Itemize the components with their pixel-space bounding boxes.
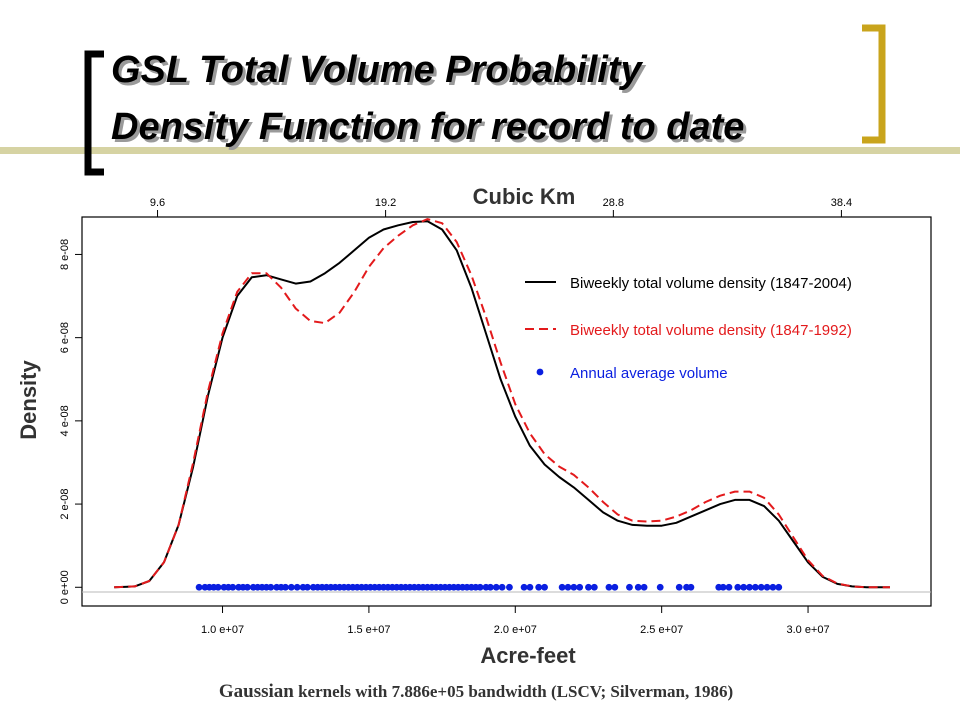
footnote: Gaussian kernels with 7.886e+05 bandwidt… bbox=[219, 681, 733, 702]
annual-average-point bbox=[267, 583, 275, 591]
annual-average-point bbox=[634, 583, 642, 591]
right-bracket bbox=[862, 24, 886, 144]
annual-average-point bbox=[282, 583, 289, 591]
annual-average-point bbox=[740, 583, 748, 591]
top-axis: 9.6 19.2 28.8 38.4 bbox=[150, 197, 852, 218]
left-bracket bbox=[84, 50, 104, 176]
series-layer bbox=[114, 218, 890, 591]
legend-label: Annual average volume bbox=[570, 365, 728, 382]
title-decoration bbox=[0, 24, 960, 176]
annual-average-point bbox=[775, 583, 783, 591]
annual-average-point bbox=[687, 583, 695, 591]
annual-average-point bbox=[195, 583, 203, 591]
annual-average-point bbox=[757, 583, 765, 591]
title-line2-shadow: Density Function for record to date bbox=[114, 109, 747, 151]
annual-average-point bbox=[304, 583, 311, 591]
annual-average-point bbox=[640, 583, 648, 591]
annual-average-point bbox=[590, 583, 598, 591]
x-tick-label: 3.0 e+07 bbox=[786, 624, 829, 636]
top-tick-label: 28.8 bbox=[603, 197, 624, 209]
legend-label: Biweekly total volume density (1847-1992… bbox=[570, 322, 852, 339]
annual-average-point bbox=[506, 583, 513, 591]
annual-average-point bbox=[751, 583, 759, 591]
annual-average-point bbox=[576, 583, 584, 591]
annual-average-point bbox=[763, 583, 771, 591]
annual-average-point bbox=[520, 583, 528, 591]
left-axis: 0 e+00 2 e-08 4 e-08 6 e-08 8 e-08 bbox=[59, 239, 83, 604]
annual-average-point bbox=[564, 583, 572, 591]
annual-average-point bbox=[492, 583, 500, 591]
top-tick-label: 9.6 bbox=[150, 197, 165, 209]
footnote-lead: Gaussian bbox=[219, 681, 294, 702]
annual-average-points bbox=[195, 583, 783, 591]
annual-average-point bbox=[725, 583, 733, 591]
annual-average-point bbox=[244, 583, 251, 591]
title-rule bbox=[0, 147, 960, 154]
annual-average-point bbox=[293, 583, 301, 591]
title-line2: Density Function for record to date bbox=[111, 106, 744, 148]
y-tick-label: 6 e-08 bbox=[59, 322, 71, 353]
annual-average-point bbox=[535, 583, 543, 591]
annual-average-point bbox=[287, 583, 295, 591]
density-line-1847-2004 bbox=[114, 220, 890, 589]
annual-average-point bbox=[498, 583, 506, 591]
annual-average-point bbox=[585, 583, 592, 591]
title-line1: GSL Total Volume Probability bbox=[111, 49, 644, 91]
annual-average-point bbox=[570, 583, 578, 591]
footnote-rest: kernels with 7.886e+05 bandwidth (LSCV; … bbox=[294, 682, 733, 701]
annual-average-point bbox=[486, 583, 494, 591]
legend-label: Biweekly total volume density (1847-2004… bbox=[570, 275, 852, 292]
annual-average-point bbox=[541, 583, 548, 591]
y-tick-label: 8 e-08 bbox=[59, 239, 71, 270]
top-axis-title: Cubic Km bbox=[473, 184, 576, 209]
annual-average-point bbox=[526, 583, 534, 591]
annual-average-point bbox=[746, 583, 753, 591]
annual-average-point bbox=[611, 583, 619, 591]
annual-average-point bbox=[626, 583, 633, 591]
annual-average-point bbox=[229, 583, 237, 591]
density-line-1847-1992 bbox=[114, 218, 890, 589]
x-tick-label: 1.5 e+07 bbox=[347, 624, 390, 636]
annual-average-point bbox=[719, 583, 727, 591]
annual-average-point bbox=[214, 583, 222, 591]
annual-average-point bbox=[675, 583, 683, 591]
annual-average-point bbox=[605, 583, 613, 591]
legend-swatch-point bbox=[536, 368, 544, 376]
y-axis-title: Density bbox=[16, 360, 41, 440]
annual-average-point bbox=[734, 583, 742, 591]
annual-average-point bbox=[769, 583, 777, 591]
top-tick-label: 19.2 bbox=[375, 197, 396, 209]
y-tick-label: 4 e-08 bbox=[59, 405, 71, 436]
slide-title: GSL Total Volume Probability Density Fun… bbox=[111, 49, 747, 151]
y-tick-label: 2 e-08 bbox=[59, 488, 71, 519]
legend: Biweekly total volume density (1847-2004… bbox=[525, 275, 852, 382]
annual-average-point bbox=[558, 583, 566, 591]
bottom-axis: 1.0 e+07 1.5 e+07 2.0 e+07 2.5 e+07 3.0 e+07 bbox=[201, 605, 830, 636]
x-tick-label: 2.0 e+07 bbox=[494, 624, 537, 636]
x-axis-title: Acre-feet bbox=[480, 643, 576, 668]
chart: 9.6 19.2 28.8 38.4 1.0 e+07 1.5 e+07 2.0 e+07… bbox=[16, 184, 932, 668]
x-tick-label: 1.0 e+07 bbox=[201, 624, 244, 636]
annual-average-point bbox=[656, 583, 664, 591]
top-tick-label: 38.4 bbox=[831, 197, 852, 209]
annual-average-point bbox=[476, 583, 484, 591]
title-line1-shadow: GSL Total Volume Probability bbox=[114, 52, 647, 94]
y-tick-label: 0 e+00 bbox=[59, 570, 71, 604]
x-tick-label: 2.5 e+07 bbox=[640, 624, 683, 636]
